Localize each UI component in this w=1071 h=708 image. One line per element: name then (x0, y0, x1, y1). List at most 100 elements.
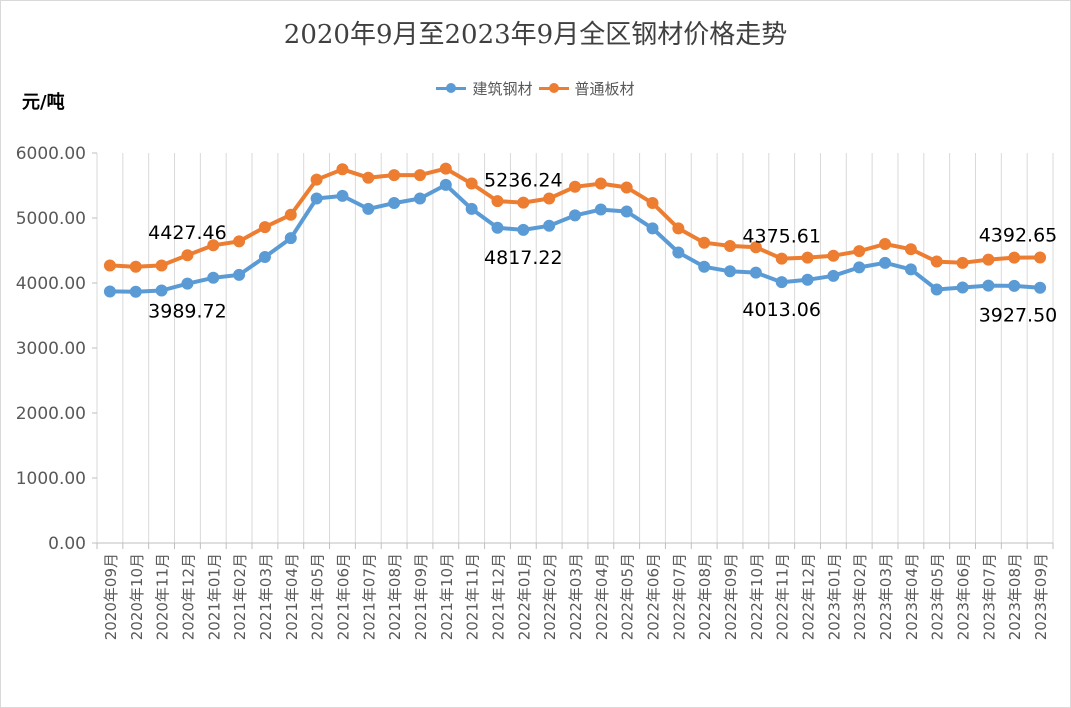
data-point-series-0 (491, 221, 504, 234)
x-tick-label: 2022年07月 (670, 553, 688, 640)
data-point-series-0 (930, 283, 943, 296)
data-label: 4392.65 (979, 224, 1058, 246)
data-label: 3989.72 (148, 301, 227, 323)
y-tick-label: 4000.00 (16, 274, 86, 294)
data-point-series-0 (594, 203, 607, 216)
data-point-series-1 (129, 260, 142, 273)
x-tick-label: 2022年06月 (645, 553, 663, 640)
x-tick-label: 2022年04月 (593, 553, 611, 640)
x-tick-label: 2021年11月 (464, 553, 482, 640)
x-tick-label: 2021年03月 (257, 553, 275, 640)
data-point-series-1 (517, 196, 530, 209)
data-point-series-0 (207, 271, 220, 284)
data-point-series-0 (155, 284, 168, 297)
data-point-series-0 (413, 192, 426, 205)
data-point-series-1 (569, 180, 581, 193)
data-point-series-1 (362, 171, 375, 184)
y-tick-label: 3000.00 (16, 339, 86, 359)
x-tick-label: 2023年07月 (980, 553, 998, 640)
y-tick-label: 2000.00 (16, 404, 86, 424)
data-point-series-0 (853, 261, 866, 274)
x-tick-label: 2022年05月 (619, 553, 637, 640)
data-point-series-1 (413, 169, 426, 182)
x-tick-label: 2020年10月 (128, 553, 146, 640)
x-tick-label: 2022年12月 (800, 553, 818, 640)
x-tick-label: 2020年12月 (179, 553, 197, 640)
data-point-series-1 (207, 239, 220, 252)
data-point-series-0 (749, 266, 762, 279)
data-point-series-0 (181, 277, 194, 290)
data-point-series-1 (1034, 251, 1047, 264)
data-point-series-1 (775, 252, 788, 265)
x-tick-label: 2023年05月 (929, 553, 947, 640)
data-label: 4817.22 (484, 247, 563, 269)
x-tick-label: 2021年10月 (438, 553, 456, 640)
data-point-series-0 (310, 192, 323, 205)
data-label: 4427.46 (148, 222, 227, 244)
x-tick-label: 2022年11月 (774, 553, 792, 640)
data-point-series-1 (543, 192, 556, 205)
data-point-series-1 (904, 243, 917, 256)
data-point-series-0 (103, 285, 116, 298)
data-point-series-0 (362, 202, 375, 215)
x-tick-label: 2023年09月 (1032, 553, 1050, 640)
legend-item-series-0: 建筑钢材 (436, 78, 533, 99)
data-point-series-1 (155, 259, 168, 272)
x-tick-label: 2022年08月 (696, 553, 714, 640)
data-point-series-0 (1034, 281, 1047, 294)
data-point-series-1 (801, 251, 814, 264)
data-point-series-1 (853, 245, 866, 258)
data-point-series-1 (465, 177, 478, 190)
x-tick-label: 2022年02月 (541, 553, 559, 640)
data-point-series-0 (569, 209, 581, 222)
x-tick-label: 2021年05月 (309, 553, 327, 640)
data-point-series-0 (517, 223, 530, 236)
legend-item-series-1: 普通板材 (538, 78, 635, 99)
y-axis-unit-label: 元/吨 (22, 92, 65, 113)
data-point-series-0 (1008, 279, 1021, 292)
data-point-series-1 (620, 181, 633, 194)
data-point-series-1 (724, 239, 737, 252)
data-point-series-1 (698, 236, 711, 249)
data-point-series-1 (336, 163, 349, 176)
data-point-series-1 (982, 253, 995, 266)
data-point-series-0 (724, 265, 737, 278)
data-point-series-0 (543, 219, 556, 232)
legend-label: 普通板材 (574, 80, 635, 98)
data-point-series-0 (465, 202, 478, 215)
data-point-series-1 (439, 162, 452, 175)
chart-title: 2020年9月至2023年9月全区钢材价格走势 (283, 20, 788, 50)
x-tick-label: 2023年03月 (877, 553, 895, 640)
data-point-series-1 (1008, 251, 1021, 264)
x-tick-label: 2021年01月 (205, 553, 223, 640)
y-tick-label: 0.00 (48, 534, 86, 554)
chart-legend: 建筑钢材 普通板材 (0, 78, 1071, 99)
x-tick-label: 2021年07月 (360, 553, 378, 640)
x-tick-label: 2021年08月 (386, 553, 404, 640)
data-point-series-0 (827, 269, 840, 282)
data-point-series-0 (801, 273, 814, 286)
data-label: 4375.61 (742, 226, 821, 248)
x-tick-label: 2020年11月 (154, 553, 172, 640)
data-point-series-1 (258, 221, 271, 234)
x-tick-label: 2021年06月 (334, 553, 352, 640)
x-tick-label: 2023年04月 (903, 553, 921, 640)
data-point-series-0 (233, 268, 246, 281)
data-point-series-0 (284, 232, 297, 245)
data-point-series-1 (491, 195, 504, 208)
data-point-series-1 (646, 197, 659, 210)
data-point-series-0 (388, 197, 401, 210)
data-point-series-1 (388, 169, 401, 182)
x-tick-label: 2022年03月 (567, 553, 585, 640)
data-point-series-1 (879, 238, 892, 250)
x-tick-label: 2022年01月 (515, 553, 533, 640)
data-point-series-1 (103, 259, 116, 272)
data-point-series-1 (181, 249, 194, 262)
series-line-0 (109, 182, 1041, 294)
y-tick-label: 1000.00 (16, 469, 86, 489)
data-point-series-0 (336, 189, 349, 202)
data-label: 4013.06 (742, 299, 821, 321)
data-point-series-1 (956, 256, 969, 269)
x-tick-label: 2022年09月 (722, 553, 740, 640)
data-point-series-0 (879, 256, 892, 269)
